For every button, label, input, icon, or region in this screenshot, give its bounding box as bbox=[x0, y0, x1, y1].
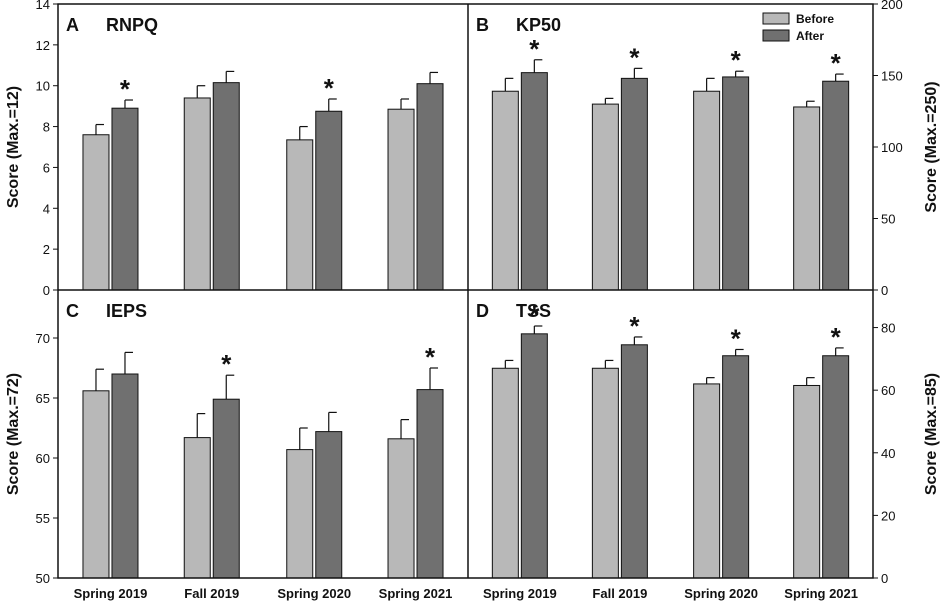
panel-letter: C bbox=[66, 301, 79, 321]
y-tick-label: 200 bbox=[881, 0, 903, 12]
panel-b: * * * * 0 50 100 150 200 Score (Max.=250) B KP50 bbox=[476, 0, 940, 298]
y-tick-label: 80 bbox=[881, 321, 895, 336]
y-tick-label: 20 bbox=[881, 508, 895, 523]
y-tick-label: 0 bbox=[43, 283, 50, 298]
y-tick-label: 65 bbox=[36, 391, 50, 406]
y-tick-label: 0 bbox=[881, 283, 888, 298]
significance-star: * bbox=[120, 74, 131, 104]
bar-before bbox=[491, 90, 519, 291]
y-axis-label: Score (Max.=85) bbox=[923, 373, 940, 495]
y-axis-label: Score (Max.=72) bbox=[5, 373, 22, 495]
bar-after bbox=[722, 355, 750, 579]
legend-swatch-before bbox=[762, 12, 790, 25]
y-tick-label: 40 bbox=[881, 446, 895, 461]
significance-star: * bbox=[629, 42, 640, 72]
y-tick-label: 60 bbox=[36, 451, 50, 466]
significance-star: * bbox=[831, 322, 842, 352]
bar-after bbox=[416, 83, 444, 291]
bar-after bbox=[822, 80, 850, 291]
bar-before bbox=[591, 103, 619, 291]
significance-star: * bbox=[221, 349, 232, 379]
y-axis-label: Score (Max.=12) bbox=[5, 86, 22, 208]
y-tick-label: 6 bbox=[43, 160, 50, 175]
panel-c: Spring 2019 * Fall 2019 Spring 2020 * Spring … bbox=[5, 301, 452, 601]
y-axis-label: Score (Max.=250) bbox=[923, 81, 940, 212]
category-label: Spring 2019 bbox=[74, 586, 148, 601]
bar-before bbox=[491, 367, 519, 579]
bar-after bbox=[520, 333, 548, 579]
y-tick-label: 150 bbox=[881, 69, 903, 84]
significance-star: * bbox=[731, 323, 742, 353]
significance-star: * bbox=[831, 48, 842, 78]
panel-title: KP50 bbox=[516, 15, 561, 35]
bar-before bbox=[793, 106, 821, 291]
category-label: Spring 2021 bbox=[784, 586, 858, 601]
y-tick-label: 100 bbox=[881, 140, 903, 155]
bar-before bbox=[286, 449, 314, 579]
bar-before bbox=[286, 139, 314, 291]
bar-after bbox=[722, 76, 750, 291]
y-tick-label: 12 bbox=[36, 38, 50, 53]
bar-before bbox=[591, 367, 619, 579]
y-tick-label: 8 bbox=[43, 120, 50, 135]
y-tick-label: 70 bbox=[36, 331, 50, 346]
bar-after bbox=[315, 110, 343, 291]
panel-letter: A bbox=[66, 15, 79, 35]
panel-letter: B bbox=[476, 15, 489, 35]
bar-after bbox=[520, 72, 548, 291]
significance-star: * bbox=[731, 45, 742, 75]
panel-title: IEPS bbox=[106, 301, 147, 321]
bar-before bbox=[82, 134, 110, 291]
significance-star: * bbox=[529, 300, 540, 330]
bar-after bbox=[620, 77, 648, 291]
panel-title: TSS bbox=[516, 301, 551, 321]
bar-after bbox=[111, 107, 139, 291]
bar-before bbox=[387, 108, 415, 291]
category-label: Fall 2019 bbox=[592, 586, 647, 601]
y-tick-label: 50 bbox=[881, 212, 895, 227]
legend-label-after: After bbox=[796, 29, 824, 43]
bar-before bbox=[793, 384, 821, 579]
panel-a: * * 0 2 4 6 8 10 12 14 Score (Max.=12) A RNPQ bbox=[5, 0, 444, 298]
bar-after bbox=[212, 398, 240, 579]
figure-frame bbox=[57, 3, 874, 579]
bar-after bbox=[111, 373, 139, 579]
y-tick-label: 55 bbox=[36, 511, 50, 526]
significance-star: * bbox=[324, 73, 335, 103]
y-tick-label: 60 bbox=[881, 383, 895, 398]
category-label: Spring 2020 bbox=[277, 586, 351, 601]
legend-label-before: Before bbox=[796, 12, 834, 26]
y-tick-label: 2 bbox=[43, 242, 50, 257]
bar-after bbox=[416, 389, 444, 579]
category-label: Spring 2021 bbox=[379, 586, 453, 601]
y-tick-label: 50 bbox=[36, 571, 50, 586]
bar-after bbox=[315, 431, 343, 579]
bar-before bbox=[693, 383, 721, 579]
significance-star: * bbox=[529, 34, 540, 64]
y-tick-label: 0 bbox=[881, 571, 888, 586]
bar-before bbox=[387, 438, 415, 579]
bar-before bbox=[693, 90, 721, 291]
category-label: Fall 2019 bbox=[184, 586, 239, 601]
bar-after bbox=[620, 344, 648, 579]
panel-d: * Spring 2019 * Fall 2019 * Spring 2020 * Sprin… bbox=[476, 300, 940, 601]
y-tick-label: 10 bbox=[36, 79, 50, 94]
legend: Before After bbox=[762, 12, 834, 43]
bar-after bbox=[212, 82, 240, 291]
bar-before bbox=[183, 437, 211, 579]
bar-before bbox=[183, 97, 211, 291]
y-tick-label: 4 bbox=[43, 201, 50, 216]
significance-star: * bbox=[629, 311, 640, 341]
legend-swatch-after bbox=[762, 29, 790, 42]
category-label: Spring 2020 bbox=[684, 586, 758, 601]
category-label: Spring 2019 bbox=[483, 586, 557, 601]
bar-after bbox=[822, 355, 850, 579]
panel-title: RNPQ bbox=[106, 15, 158, 35]
y-tick-label: 14 bbox=[36, 0, 50, 12]
significance-star: * bbox=[425, 342, 436, 372]
panel-letter: D bbox=[476, 301, 489, 321]
bar-before bbox=[82, 390, 110, 579]
